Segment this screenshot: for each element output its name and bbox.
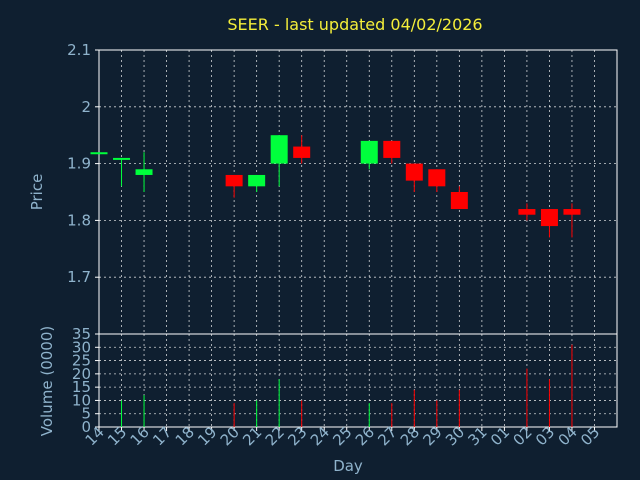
volume-axis-label: Volume (0000) <box>38 326 56 436</box>
volume-tick-label: 25 <box>72 352 91 370</box>
candle-body <box>248 174 266 187</box>
volume-tick-label: 5 <box>81 405 91 423</box>
candle-body <box>540 209 558 227</box>
candle-body <box>135 169 153 175</box>
price-tick-label: 1.9 <box>67 155 91 173</box>
candle-body <box>270 135 288 164</box>
candle-body <box>405 163 423 181</box>
candle-body <box>113 157 131 160</box>
price-panel: 2.1 2 1.9 1.8 1.7 <box>67 41 618 335</box>
candle-body <box>293 146 311 158</box>
candle-body <box>450 192 468 210</box>
price-tick-label: 2.1 <box>67 41 91 59</box>
price-tick-label: 1.8 <box>67 211 91 229</box>
price-axis-label: Price <box>28 174 46 211</box>
volume-tick-label: 20 <box>72 365 91 383</box>
candle-body <box>518 209 536 215</box>
price-tick-label: 2 <box>81 98 91 116</box>
chart-title: SEER - last updated 04/02/2026 <box>227 15 482 34</box>
price-panel-frame <box>98 49 618 335</box>
volume-tick-label: 10 <box>72 391 91 409</box>
volume-tick-label: 30 <box>72 338 91 356</box>
x-axis-label: Day <box>333 457 363 475</box>
volume-panel-frame <box>98 333 618 428</box>
volume-tick-label: 35 <box>72 325 91 343</box>
x-axis-ticks: 1415161718192021222324252627282930310102… <box>82 423 604 449</box>
candle-body <box>563 209 581 215</box>
price-tick-label: 1.7 <box>67 268 91 286</box>
candle-body <box>383 140 401 158</box>
volume-tick-label: 0 <box>81 418 91 436</box>
candle-body <box>360 140 378 164</box>
candle-body <box>90 152 108 155</box>
candle-body <box>428 169 446 187</box>
volume-tick-label: 15 <box>72 378 91 396</box>
candle-body <box>225 174 243 187</box>
